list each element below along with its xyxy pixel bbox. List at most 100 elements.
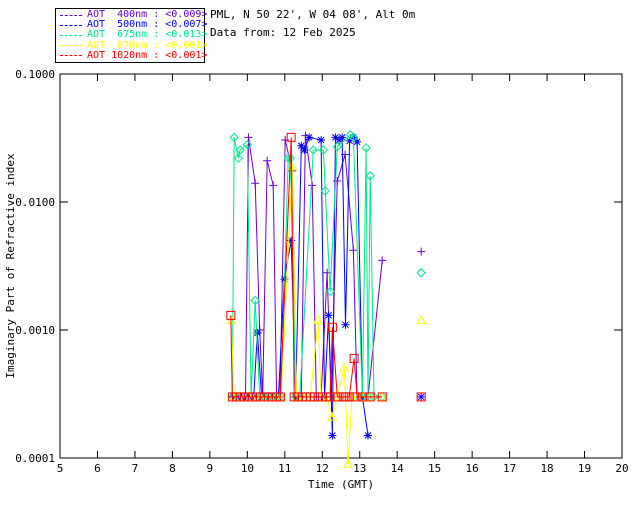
diamond-marker xyxy=(308,145,318,155)
square-marker xyxy=(226,310,236,320)
x-tick-label: 15 xyxy=(428,462,441,475)
plus-marker xyxy=(281,136,290,145)
diamond-marker xyxy=(320,186,330,196)
asterisk-marker xyxy=(249,392,258,401)
asterisk-marker xyxy=(229,392,238,401)
data-date-label: Data from: 12 Feb 2025 xyxy=(210,26,356,39)
plus-marker xyxy=(269,181,278,190)
legend-dash-icon xyxy=(60,55,82,57)
x-tick-label: 11 xyxy=(278,462,291,475)
y-tick-label: 0.0010 xyxy=(15,324,55,337)
diamond-marker xyxy=(250,295,260,306)
y-tick-label: 0.0001 xyxy=(15,452,55,465)
y-tick-label: 0.1000 xyxy=(15,68,55,81)
legend-item-1020nm: AOT 1020nm : <0.001> xyxy=(60,50,207,61)
plus-marker xyxy=(263,156,272,165)
diamond-marker xyxy=(233,153,244,163)
asterisk-marker xyxy=(241,392,250,401)
station-location-label: PML, N 50 22', W 04 08', Alt 0m xyxy=(210,8,416,21)
y-tick-label: 0.0100 xyxy=(15,196,55,209)
diamond-marker xyxy=(318,145,329,155)
asterisk-marker xyxy=(253,328,262,337)
legend-item-label: AOT 500nm : <0.007> xyxy=(87,19,208,31)
x-tick-label: 17 xyxy=(503,462,516,475)
plus-marker xyxy=(341,150,350,159)
legend-dash-icon xyxy=(60,34,82,36)
triangle-marker xyxy=(416,314,427,324)
x-tick-label: 14 xyxy=(391,462,405,475)
x-tick-label: 6 xyxy=(94,462,101,475)
square-marker xyxy=(416,392,426,402)
square-marker xyxy=(377,392,387,402)
asterisk-marker xyxy=(358,392,367,401)
square-marker xyxy=(325,392,335,402)
asterisk-marker xyxy=(363,431,372,440)
square-marker xyxy=(275,392,285,402)
asterisk-marker xyxy=(257,392,266,401)
plus-marker xyxy=(308,181,317,190)
plus-marker xyxy=(349,246,358,255)
asterisk-marker xyxy=(417,392,426,401)
x-tick-label: 10 xyxy=(241,462,254,475)
legend-item-label: AOT 675nm : <0.013> xyxy=(87,29,208,41)
series-aot-400nm xyxy=(229,131,426,401)
x-tick-label: 9 xyxy=(207,462,214,475)
x-tick-label: 13 xyxy=(353,462,366,475)
plus-marker xyxy=(244,133,253,142)
legend-item-500nm: AOT 500nm : <0.007> xyxy=(60,20,207,30)
plot-frame xyxy=(59,73,623,459)
diamond-marker xyxy=(416,268,426,278)
triangle-marker xyxy=(347,391,357,401)
legend-box: AOT 400nm : <0.009> AOT 500nm : <0.007> AO… xyxy=(55,8,208,63)
diamond-marker xyxy=(361,143,371,153)
asterisk-marker xyxy=(305,133,314,142)
square-marker xyxy=(286,132,296,142)
series-line xyxy=(233,136,421,397)
y-axis-title: Imaginary Part of Refractive index xyxy=(4,153,17,379)
plus-marker xyxy=(323,268,332,277)
diamond-marker xyxy=(235,145,245,155)
x-tick-label: 20 xyxy=(615,462,628,475)
diamond-marker xyxy=(242,140,253,150)
asterisk-marker xyxy=(331,133,340,142)
x-axis-title: Time (GMT) xyxy=(308,478,374,491)
triangle-marker xyxy=(327,411,338,421)
diamond-marker xyxy=(365,171,375,181)
x-tick-label: 12 xyxy=(316,462,329,475)
diamond-marker xyxy=(332,142,342,152)
legend-item-label: AOT 1020nm : <0.001> xyxy=(87,49,208,61)
square-marker xyxy=(327,322,337,332)
asterisk-marker xyxy=(317,136,326,145)
square-marker xyxy=(365,392,375,402)
asterisk-marker xyxy=(233,392,242,401)
x-tick-label: 7 xyxy=(132,462,139,475)
triangle-marker xyxy=(343,458,353,468)
asterisk-marker xyxy=(341,320,350,329)
legend-dash-icon xyxy=(60,24,82,26)
x-tick-label: 16 xyxy=(466,462,479,475)
plus-marker xyxy=(333,176,342,185)
x-tick-label: 8 xyxy=(169,462,176,475)
asterisk-marker xyxy=(280,275,289,284)
asterisk-marker xyxy=(324,311,333,320)
square-marker xyxy=(352,392,362,402)
triangle-marker xyxy=(339,362,350,372)
asterisk-marker xyxy=(237,392,246,401)
square-marker xyxy=(349,353,359,363)
plus-marker xyxy=(417,247,426,256)
asterisk-marker xyxy=(297,141,306,150)
diamond-marker xyxy=(229,132,239,143)
legend-item-label: AOT 400nm : <0.009> xyxy=(87,9,208,21)
asterisk-marker xyxy=(353,137,362,146)
legend-item-870nm: AOT 870nm : <0.001> xyxy=(60,40,207,51)
plus-marker xyxy=(251,179,260,188)
legend-dash-icon xyxy=(60,45,82,47)
diamond-marker xyxy=(348,132,359,143)
plus-marker xyxy=(378,256,387,265)
x-tick-label: 5 xyxy=(57,462,64,475)
legend-item-675nm: AOT 675nm : <0.013> xyxy=(60,30,207,40)
asterisk-marker xyxy=(345,136,354,145)
x-tick-label: 18 xyxy=(540,462,553,475)
